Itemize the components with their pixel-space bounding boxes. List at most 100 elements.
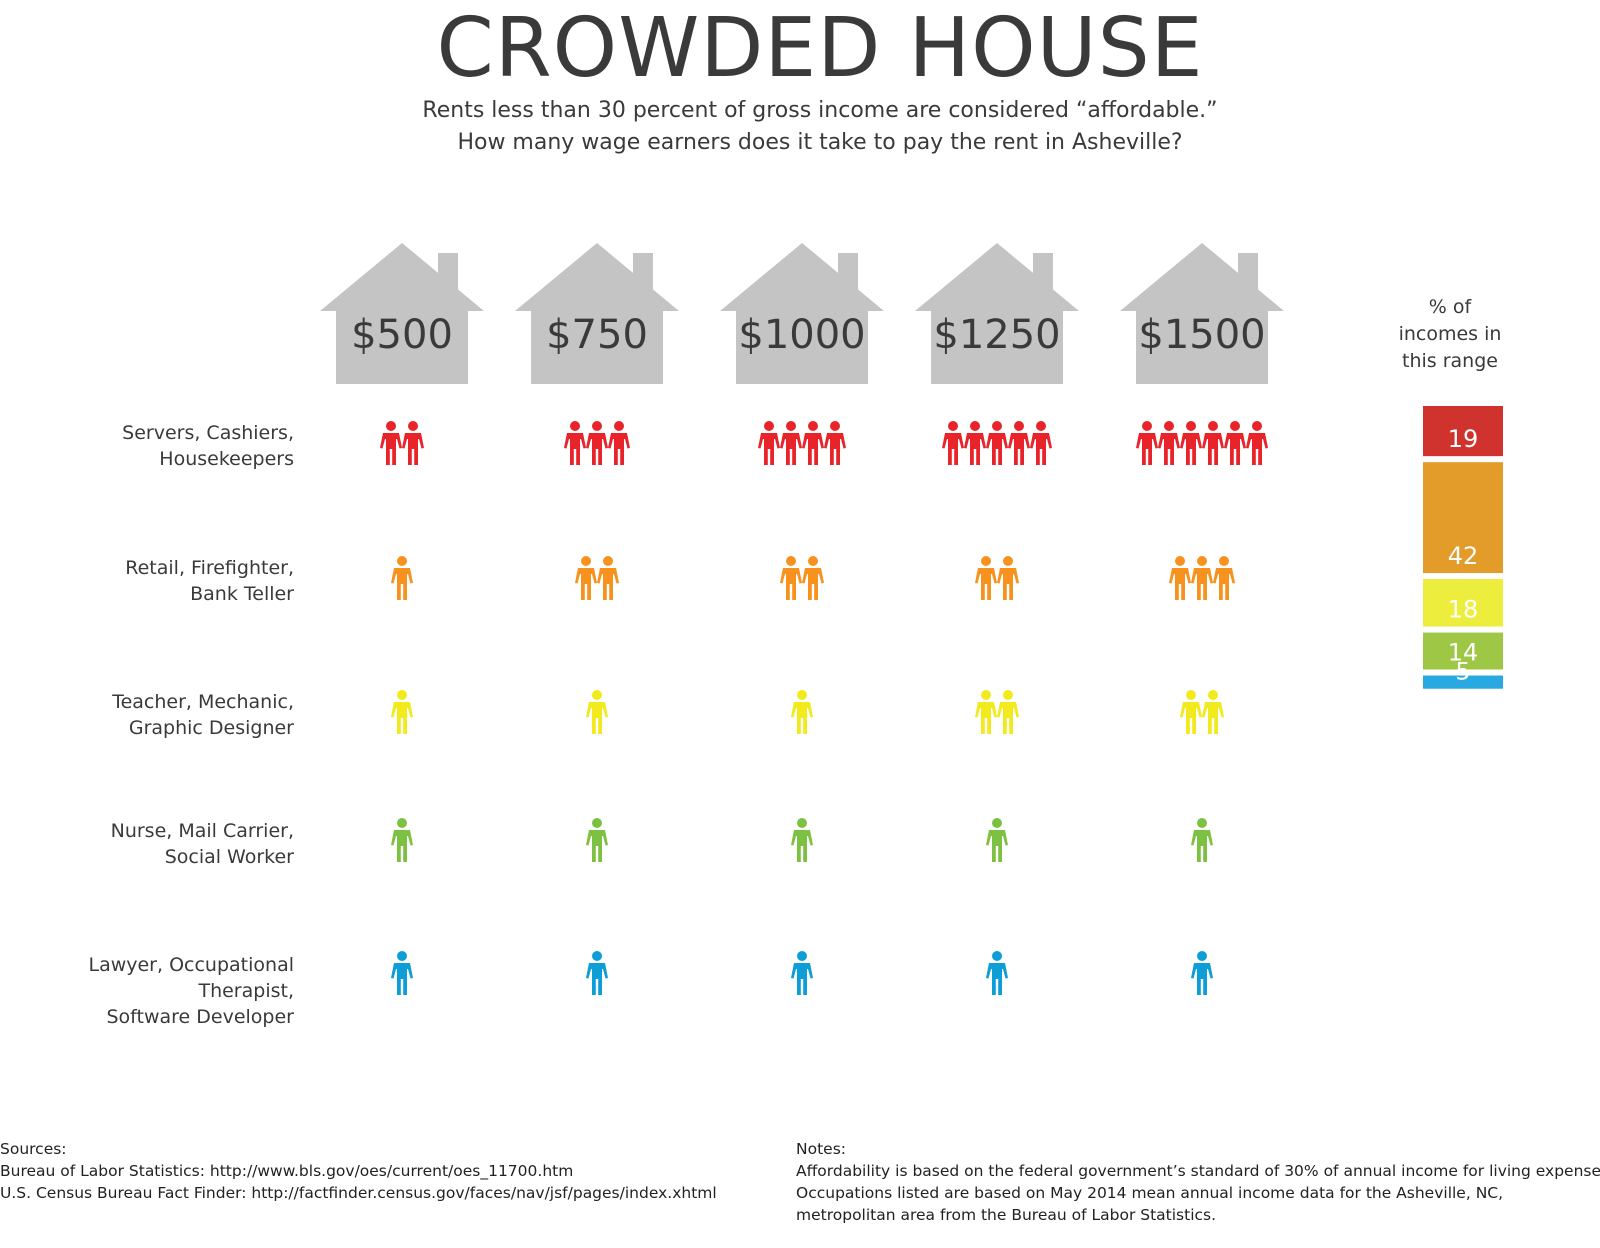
person-body [791, 702, 813, 734]
person-head [1230, 421, 1240, 431]
person-head [981, 690, 991, 700]
rent-label: $1500 [1138, 312, 1265, 358]
person-head [1197, 556, 1207, 566]
person-icon [391, 690, 413, 734]
percent-bar-label: 5 [1455, 658, 1470, 686]
note-line: metropolitan area from the Bureau of Lab… [796, 1206, 1217, 1224]
person-icon [791, 690, 813, 734]
percent-bar-label: 18 [1448, 596, 1479, 624]
person-head [808, 556, 818, 566]
person-icon [1213, 556, 1235, 600]
person-body [802, 433, 824, 465]
person-icon [942, 421, 964, 465]
person-icon [986, 818, 1008, 862]
person-body [1180, 433, 1202, 465]
percent-bar-label: 42 [1448, 542, 1479, 570]
percent-header-line: % of [1428, 296, 1472, 318]
percent-bar-segment [1423, 462, 1503, 574]
person-head [386, 421, 396, 431]
person-icon [1191, 818, 1213, 862]
person-body [942, 433, 964, 465]
person-icon [1202, 690, 1224, 734]
person-icon [780, 421, 802, 465]
person-icon [1191, 556, 1213, 600]
percent-header-line: incomes in [1398, 323, 1502, 345]
person-body [1224, 433, 1246, 465]
person-icon [586, 421, 608, 465]
person-body [1030, 433, 1052, 465]
person-icon [575, 556, 597, 600]
house-chimney [438, 253, 458, 293]
person-icon [1246, 421, 1268, 465]
house-chimney [1238, 253, 1258, 293]
person-head [981, 556, 991, 566]
person-head [1208, 690, 1218, 700]
person-body [975, 568, 997, 600]
person-body [824, 433, 846, 465]
person-body [1191, 568, 1213, 600]
person-body [586, 702, 608, 734]
person-body [1202, 433, 1224, 465]
person-icon [791, 951, 813, 995]
page-title: CROWDED HOUSE [436, 1, 1204, 96]
person-body [391, 963, 413, 995]
person-icon [402, 421, 424, 465]
rent-label: $1000 [738, 312, 865, 358]
house-column-0: $500 [320, 243, 484, 384]
person-icon [391, 951, 413, 995]
person-body [575, 568, 597, 600]
person-body [802, 568, 824, 600]
person-body [997, 568, 1019, 600]
person-icon [380, 421, 402, 465]
sources-heading: Sources: [0, 1140, 67, 1158]
person-head [808, 421, 818, 431]
person-head [1014, 421, 1024, 431]
person-icon [802, 556, 824, 600]
person-body [391, 702, 413, 734]
person-head [614, 421, 624, 431]
person-icon [975, 690, 997, 734]
rent-label: $1250 [933, 312, 1060, 358]
pictogram-chart: $500 $750 $1000 $1250 $1500 19 42 18 145 [320, 243, 1503, 995]
percent-bar-label: 14 [1448, 639, 1479, 667]
row-label-line: Housekeepers [159, 448, 294, 470]
person-head [592, 951, 602, 961]
row-label-lawyer: Lawyer, Occupational Therapist, Software… [0, 952, 294, 1030]
percent-bar-segment [1423, 675, 1503, 689]
person-body [1180, 702, 1202, 734]
row-label-line: Teacher, Mechanic, [112, 691, 294, 713]
person-head [830, 421, 840, 431]
person-body [391, 568, 413, 600]
person-icon [564, 421, 586, 465]
person-body [1213, 568, 1235, 600]
person-head [592, 818, 602, 828]
row-label-line: Nurse, Mail Carrier, [110, 820, 294, 842]
person-head [1186, 690, 1196, 700]
percent-bar-header: % of incomes in this range [1380, 294, 1520, 375]
person-icon [1169, 556, 1191, 600]
row-label-line: Software Developer [106, 1006, 294, 1028]
person-head [1003, 556, 1013, 566]
person-head [1164, 421, 1174, 431]
row-label-retail: Retail, Firefighter, Bank Teller [0, 555, 294, 607]
person-body [586, 433, 608, 465]
person-icon [997, 556, 1019, 600]
person-icon [975, 556, 997, 600]
person-head [1208, 421, 1218, 431]
person-icon [1008, 421, 1030, 465]
subtitle-line-1: Rents less than 30 percent of gross inco… [422, 98, 1218, 123]
person-head [408, 421, 418, 431]
person-body [975, 702, 997, 734]
person-body [597, 568, 619, 600]
person-body [391, 830, 413, 862]
person-body [1202, 702, 1224, 734]
person-icon [1180, 690, 1202, 734]
person-body [586, 830, 608, 862]
person-body [964, 433, 986, 465]
person-body [758, 433, 780, 465]
person-head [1197, 818, 1207, 828]
person-icon [586, 818, 608, 862]
percent-bar-segment [1423, 406, 1503, 457]
person-head [797, 951, 807, 961]
house-column-4: $1500 [1120, 243, 1284, 384]
